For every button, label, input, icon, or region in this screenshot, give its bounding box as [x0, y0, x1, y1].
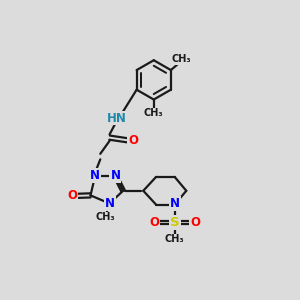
Text: HN: HN: [106, 112, 127, 124]
Text: CH₃: CH₃: [144, 108, 164, 118]
Text: N: N: [170, 197, 180, 210]
Text: O: O: [190, 216, 200, 229]
Text: CH₃: CH₃: [96, 212, 115, 222]
Text: O: O: [68, 189, 77, 203]
Text: O: O: [128, 134, 138, 147]
Text: CH₃: CH₃: [172, 54, 191, 64]
Text: N: N: [90, 169, 100, 182]
Text: CH₃: CH₃: [165, 234, 184, 244]
Text: N: N: [105, 197, 115, 210]
Text: N: N: [110, 169, 120, 182]
Text: O: O: [149, 216, 159, 229]
Text: S: S: [170, 216, 179, 229]
